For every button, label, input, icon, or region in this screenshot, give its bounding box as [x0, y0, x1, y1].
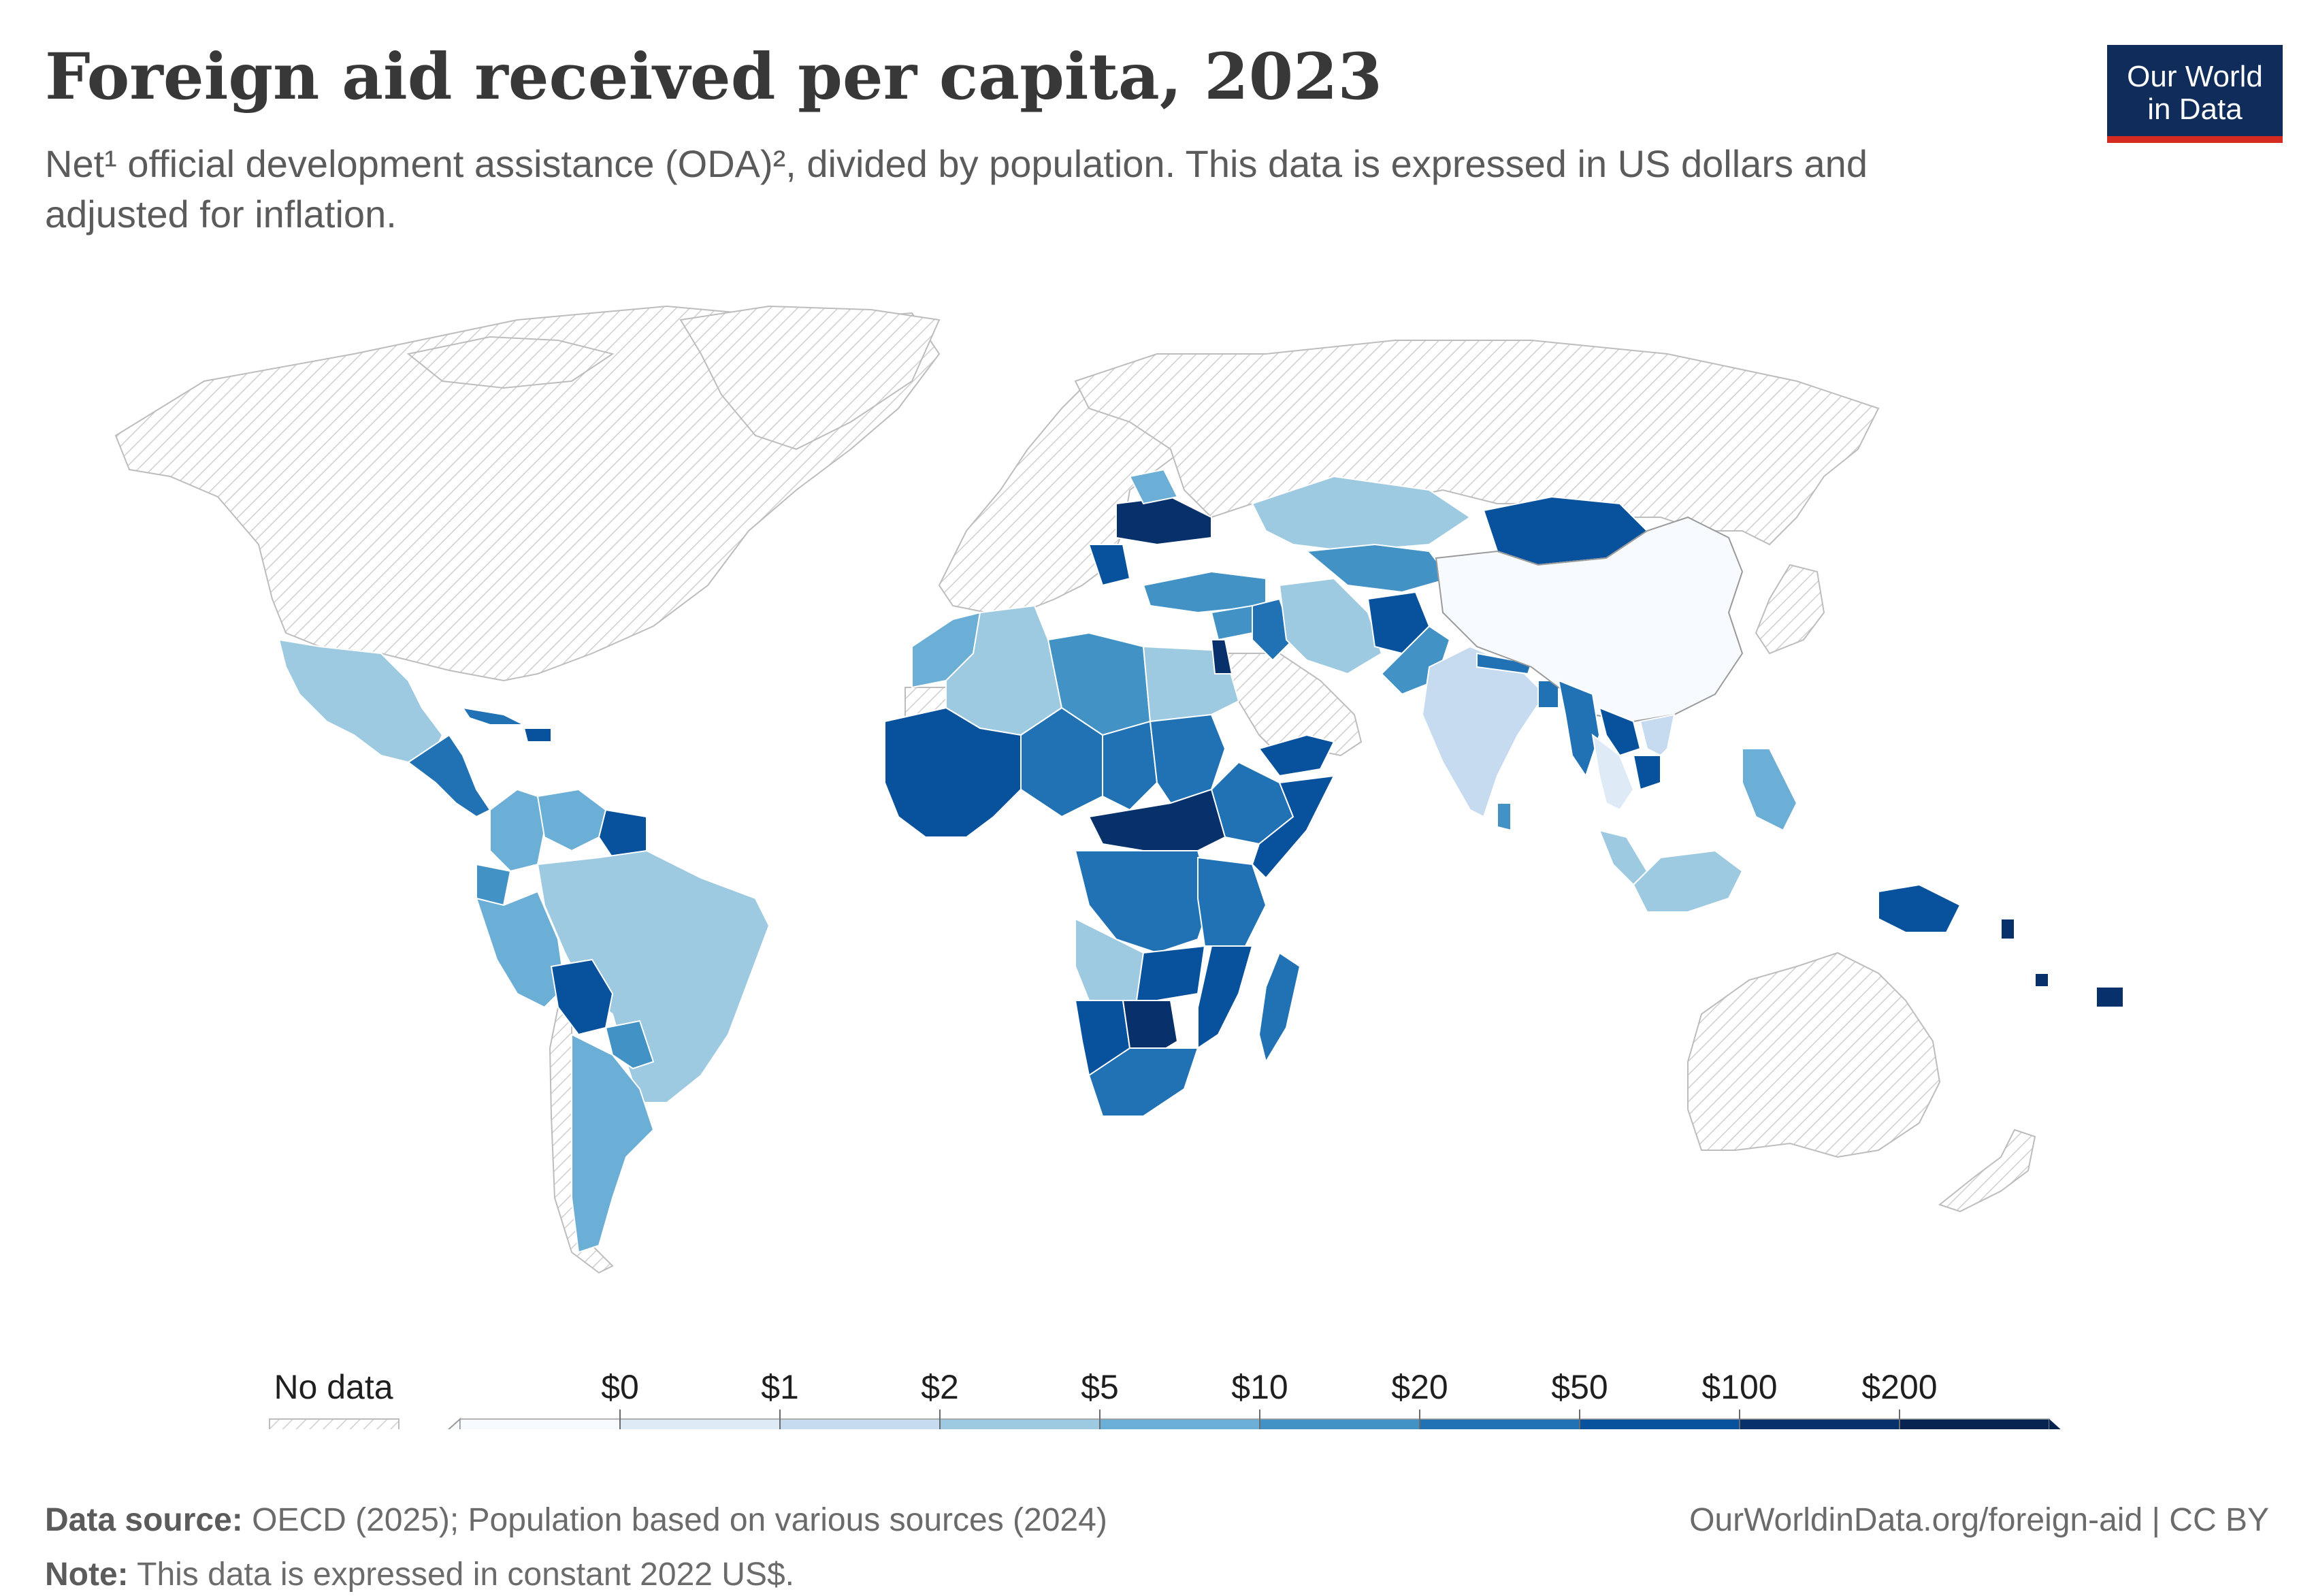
logo-accent-bar	[2107, 136, 2283, 143]
legend-tick-label: $50	[1551, 1368, 1608, 1406]
legend-tick-label: $10	[1231, 1368, 1288, 1406]
greenland-no-data[interactable]	[679, 305, 941, 451]
region-venezuela[interactable]	[536, 788, 607, 852]
region-dr-congo[interactable]	[1074, 850, 1213, 954]
region-paraguay[interactable]	[604, 1020, 655, 1070]
source-url[interactable]: OurWorldinData.org/foreign-aid | CC BY	[1689, 1502, 2269, 1538]
legend-tick-label: $2	[921, 1368, 959, 1406]
legend-bin	[1099, 1418, 1260, 1429]
legend-bin	[1579, 1418, 1740, 1429]
color-legend: No data $0 $1 $2 $5 $10 $20 $50 $100 $200	[269, 1368, 2061, 1429]
russia-no-data[interactable]	[1074, 340, 1880, 546]
region-laos[interactable]	[1598, 706, 1642, 757]
source-line: Data source: OECD (2025); Population bas…	[45, 1501, 1107, 1539]
legend-tick-label: $100	[1701, 1368, 1777, 1406]
region-south-sudan-car[interactable]	[1088, 788, 1226, 851]
region-haiti[interactable]	[523, 728, 552, 743]
world-map	[114, 305, 2124, 1274]
legend-bin	[1899, 1418, 2050, 1429]
region-chad[interactable]	[1102, 720, 1158, 811]
region-south-africa[interactable]	[1088, 1047, 1199, 1117]
region-malaysia[interactable]	[1598, 829, 1648, 886]
region-vietnam[interactable]	[1639, 713, 1676, 757]
region-myanmar[interactable]	[1557, 679, 1601, 778]
source-text: OECD (2025); Population based on various…	[242, 1502, 1107, 1538]
region-papua-new-guinea[interactable]	[1878, 883, 1961, 933]
legend-tick-label: $0	[601, 1368, 639, 1406]
region-guyana-suriname[interactable]	[598, 809, 647, 859]
legend-bin	[619, 1418, 781, 1429]
region-madagascar[interactable]	[1258, 951, 1301, 1064]
region-cambodia[interactable]	[1632, 755, 1661, 791]
region-kazakhstan[interactable]	[1251, 475, 1471, 553]
region-indonesia[interactable]	[1632, 849, 1744, 913]
region-balkans[interactable]	[1088, 544, 1131, 587]
legend-bin	[1259, 1418, 1420, 1429]
region-thailand[interactable]	[1591, 733, 1635, 811]
region-zambia[interactable]	[1135, 945, 1206, 1001]
region-argentina[interactable]	[571, 1033, 655, 1254]
region-somalia[interactable]	[1251, 775, 1335, 879]
no-data-swatch	[269, 1418, 400, 1429]
note-line: Note: This data is expressed in constant…	[45, 1556, 794, 1593]
logo-line-2: in Data	[2147, 93, 2243, 126]
region-syria[interactable]	[1210, 604, 1253, 641]
legend-arrow-right	[2049, 1419, 2061, 1429]
legend-bin	[779, 1418, 941, 1429]
data-regions	[278, 468, 2124, 1254]
region-mozambique[interactable]	[1197, 945, 1254, 1049]
legend-tick-label: $20	[1391, 1368, 1448, 1406]
no-data-regions	[114, 305, 2036, 1274]
region-yemen[interactable]	[1258, 734, 1335, 777]
arabia-no-data[interactable]	[1224, 653, 1363, 757]
note-label: Note:	[45, 1557, 129, 1593]
logo-line-1: Our World	[2127, 60, 2263, 93]
legend-bin	[939, 1418, 1101, 1429]
note-text: This data is expressed in constant 2022 …	[128, 1557, 795, 1593]
legend-bins	[447, 1417, 2061, 1429]
source-label: Data source:	[45, 1502, 243, 1538]
australia-no-data[interactable]	[1687, 951, 1941, 1158]
page-title: Foreign aid received per capita, 2023	[45, 39, 1382, 114]
legend-tick-label: $5	[1081, 1368, 1119, 1406]
legend-arrow-left	[447, 1417, 461, 1429]
legend-tick-label: $200	[1861, 1368, 1937, 1406]
page-subtitle: Net¹ official development assistance (OD…	[45, 142, 1868, 235]
region-belarus[interactable]	[1128, 468, 1179, 505]
owid-logo[interactable]: Our World in Data	[2107, 45, 2283, 142]
region-iran[interactable]	[1278, 577, 1383, 675]
korea-japan-no-data[interactable]	[1755, 564, 1825, 655]
legend-tick-label: $1	[761, 1368, 799, 1406]
region-cuba[interactable]	[461, 706, 525, 726]
region-jordan[interactable]	[1210, 639, 1233, 674]
region-pacific-islands[interactable]	[2000, 918, 2124, 1008]
new-zealand-no-data[interactable]	[1938, 1128, 2036, 1213]
legend-bin	[1739, 1418, 1900, 1429]
region-colombia[interactable]	[489, 788, 546, 873]
region-west-africa[interactable]	[884, 706, 1022, 838]
region-philippines[interactable]	[1742, 748, 1798, 832]
no-data-label: No data	[274, 1368, 393, 1406]
arctic-islands-no-data[interactable]	[406, 336, 615, 389]
region-sri-lanka[interactable]	[1497, 802, 1512, 832]
legend-bin	[459, 1418, 621, 1429]
region-china[interactable]	[1435, 516, 1744, 723]
region-ukraine[interactable]	[1115, 495, 1212, 546]
region-tanzania[interactable]	[1197, 856, 1267, 947]
legend-bin	[1419, 1418, 1580, 1429]
legend-ticks: $0 $1 $2 $5 $10 $20 $50 $100 $200	[601, 1368, 1938, 1429]
